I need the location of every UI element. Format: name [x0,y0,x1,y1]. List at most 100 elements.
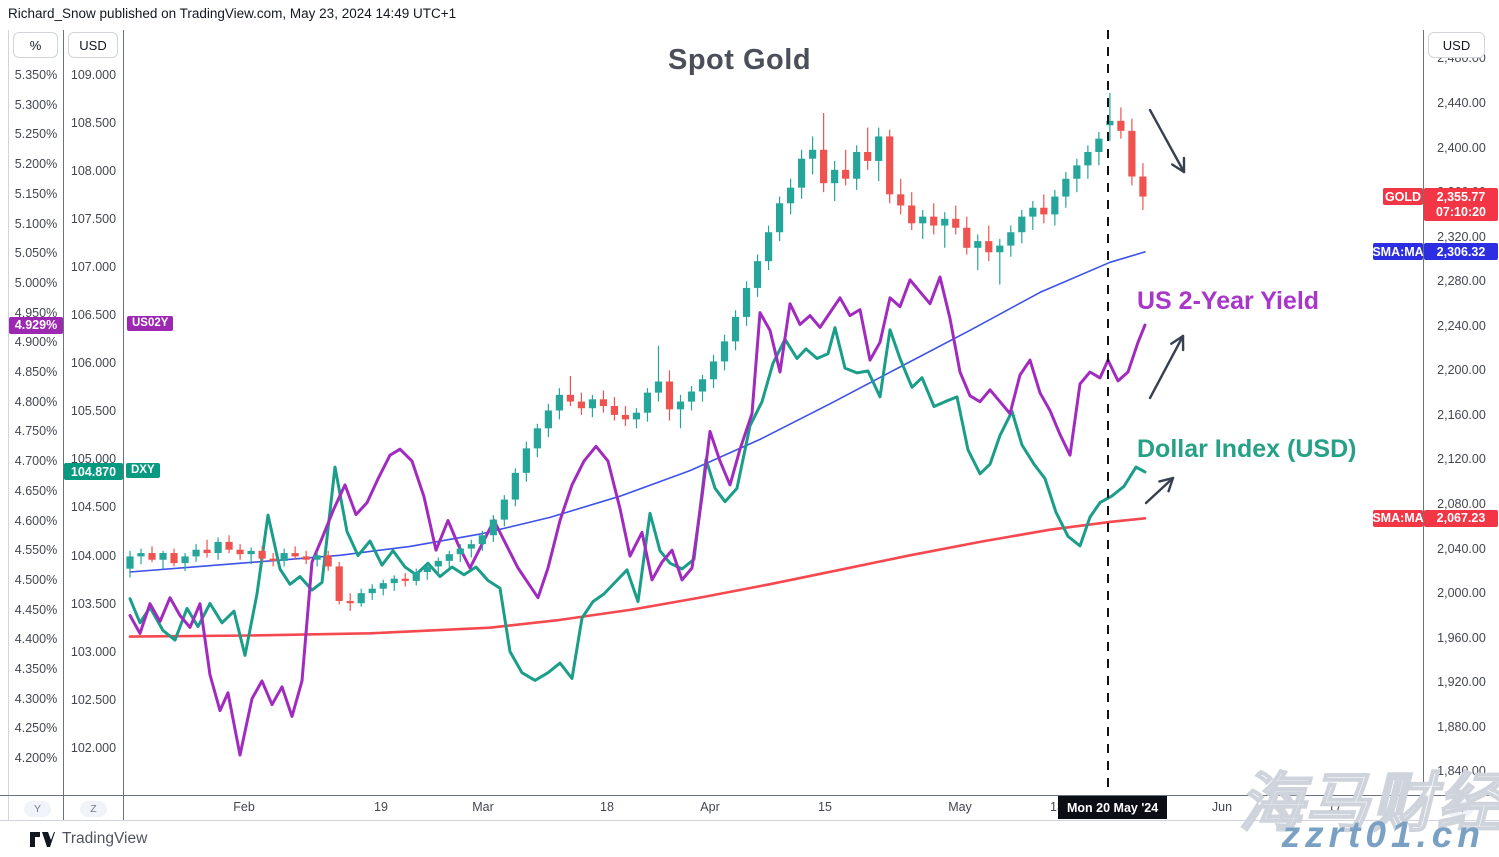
us02y-price-badge: 4.929% [9,316,63,334]
usd-axis-settings-button[interactable]: Z [80,801,107,817]
axis-tick: 2,160.00 [1437,407,1486,422]
axis-tick: 105.500 [70,404,117,419]
axis-tick: 5.000% [14,275,58,290]
axis-tick: 5.300% [14,97,58,112]
axis-tick: 108.000 [70,164,117,179]
axis-tick: 2,320.00 [1437,229,1486,244]
axis-tick: 109.000 [70,68,117,82]
time-axis-label: Apr [700,800,720,814]
time-axis-label: 17 [1328,800,1342,814]
axis-tick: 106.500 [70,308,117,323]
dxy-price-badge: 104.870 [64,463,123,481]
axis-tick: 5.150% [14,186,58,201]
axis-tick: 4.600% [14,513,58,528]
pct-axis-settings-button[interactable]: Y [24,801,51,817]
price-axis-percent[interactable]: 5.350% 5.300% 5.250% 5.200% 5.150% 5.100% 5.05… [9,30,63,795]
axis-tick: 4.250% [14,721,58,736]
sma-red-series-badge[interactable]: SMA:MA [1372,509,1424,527]
time-axis-label: Feb [233,800,255,814]
axis-tick: 106.000 [70,356,117,371]
axis-tick: 2,200.00 [1437,363,1486,378]
chart-title: Spot Gold [668,44,812,76]
tradingview-brand-label: TradingView [62,830,148,847]
axis-tick: 107.500 [70,212,117,227]
axis-tick: 1,920.00 [1437,675,1486,690]
axis-tick: 4.650% [14,483,58,498]
axis-tick: 107.000 [70,260,117,275]
axis-tick: 4.800% [14,394,58,409]
axis-tick: 4.750% [14,424,58,439]
axis-tick: 4.400% [14,632,58,647]
axis-divider [8,30,9,820]
axis-tick: 2,240.00 [1437,318,1486,333]
sma-blue-price-badge: 2,306.32 [1424,243,1498,261]
sma-red-price-badge: 2,067.23 [1424,509,1498,527]
axis-tick: 103.500 [70,596,117,611]
pct-scale-unit-button[interactable]: % [13,32,58,58]
auto-scale-button[interactable]: A [1446,801,1473,817]
axis-tick: 2,040.00 [1437,541,1486,556]
axis-tick: 104.000 [70,548,117,563]
axis-tick: 5.200% [14,157,58,172]
axis-tick: 4.850% [14,365,58,379]
axis-tick: 4.200% [14,751,58,766]
dxy-series-badge[interactable]: DXY [126,462,160,478]
axis-tick: 4.900% [14,335,58,350]
axis-tick: 2,000.00 [1437,586,1486,601]
axis-tick: 2,280.00 [1437,274,1486,289]
gold-countdown-timer: 07:10:20 [1435,204,1487,219]
axis-tick: 5.100% [14,216,58,231]
tradingview-brand[interactable]: TradingView [30,830,147,848]
axis-tick: 103.000 [70,644,117,659]
axis-divider [123,30,124,820]
axis-divider [1423,30,1424,820]
publish-byline: Richard_Snow published on TradingView.co… [8,6,457,21]
axis-tick: 5.250% [14,127,58,142]
footer-divider [0,820,1499,821]
time-axis-label: May [948,800,972,814]
crosshair-date-label: Mon 20 May '24 [1058,796,1168,819]
axis-tick: 1,840.00 [1437,764,1486,779]
axis-tick: 4.550% [14,543,58,558]
axis-tick: 105.000 [70,452,117,467]
axis-tick: 4.950% [14,305,58,320]
us2y-annotation: US 2-Year Yield [1137,287,1320,315]
time-axis-label: 15 [818,800,832,814]
axis-tick: 2,400.00 [1437,140,1486,155]
sma-blue-series-badge[interactable]: SMA:MA [1372,243,1424,261]
axis-tick: 5.350% [14,68,58,82]
axis-tick: 4.500% [14,572,58,587]
time-axis-label: 19 [374,800,388,814]
gold-price-badge: 2,355.77 07:10:20 [1424,188,1498,222]
usd-left-scale-unit-button[interactable]: USD [68,32,118,58]
price-axis-usd-left[interactable]: 109.000 108.500 108.000 107.500 107.000 106.5… [64,30,123,795]
axis-tick: 2,440.00 [1437,96,1486,110]
axis-tick: 4.300% [14,691,58,706]
axis-tick: 5.050% [14,246,58,261]
axis-tick: 2,080.00 [1437,497,1486,512]
tradingview-logo-icon [30,831,55,847]
gold-series-badge[interactable]: GOLD [1383,188,1423,206]
axis-tick: 4.700% [14,454,58,469]
time-axis-line [0,795,1499,796]
axis-tick: 4.350% [14,662,58,676]
gold-last-price: 2,355.77 [1436,189,1486,204]
axis-tick: 4.450% [14,602,58,617]
usd-right-scale-unit-button[interactable]: USD [1428,32,1485,58]
us02y-series-badge[interactable]: US02Y [127,316,174,332]
axis-tick: 102.500 [70,692,117,707]
axis-tick: 1,960.00 [1437,630,1486,645]
axis-tick: 2,120.00 [1437,452,1486,467]
time-axis-label: 18 [600,800,614,814]
time-axis-label: Jun [1211,800,1233,814]
axis-tick: 1,880.00 [1437,719,1486,734]
axis-tick: 104.500 [70,500,117,515]
axis-divider [63,30,64,820]
time-axis[interactable]: Feb 19 Mar 18 Apr 15 May 13 Jun 17 [0,795,1499,820]
axis-tick: 102.000 [70,740,117,755]
time-axis-label: Mar [472,800,494,814]
footer-bar: TradingView [0,821,1499,857]
dxy-annotation: Dollar Index (USD) [1137,435,1357,463]
